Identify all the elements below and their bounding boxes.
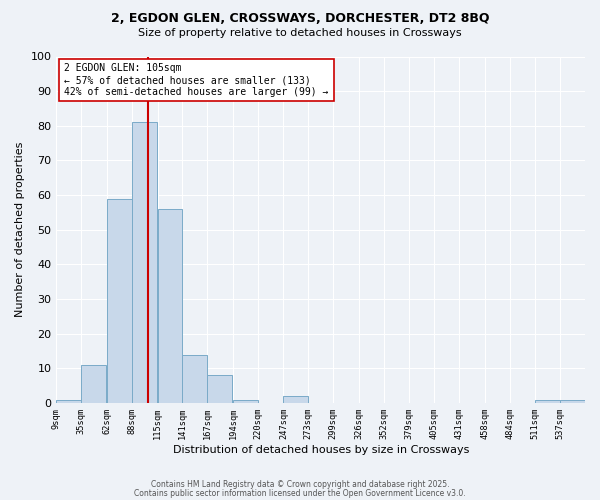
Bar [56,400,81,403]
Bar [81,365,106,403]
Bar [233,400,258,403]
Y-axis label: Number of detached properties: Number of detached properties [15,142,25,318]
Text: 2, EGDON GLEN, CROSSWAYS, DORCHESTER, DT2 8BQ: 2, EGDON GLEN, CROSSWAYS, DORCHESTER, DT… [111,12,489,26]
Bar [182,354,207,403]
Text: Size of property relative to detached houses in Crossways: Size of property relative to detached ho… [138,28,462,38]
Bar [207,376,232,403]
Bar [535,400,560,403]
Text: Contains public sector information licensed under the Open Government Licence v3: Contains public sector information licen… [134,488,466,498]
X-axis label: Distribution of detached houses by size in Crossways: Distribution of detached houses by size … [173,445,469,455]
Bar [107,198,132,403]
Bar [158,209,182,403]
Bar [132,122,157,403]
Text: 2 EGDON GLEN: 105sqm
← 57% of detached houses are smaller (133)
42% of semi-deta: 2 EGDON GLEN: 105sqm ← 57% of detached h… [64,64,329,96]
Bar [283,396,308,403]
Bar [560,400,585,403]
Text: Contains HM Land Registry data © Crown copyright and database right 2025.: Contains HM Land Registry data © Crown c… [151,480,449,489]
